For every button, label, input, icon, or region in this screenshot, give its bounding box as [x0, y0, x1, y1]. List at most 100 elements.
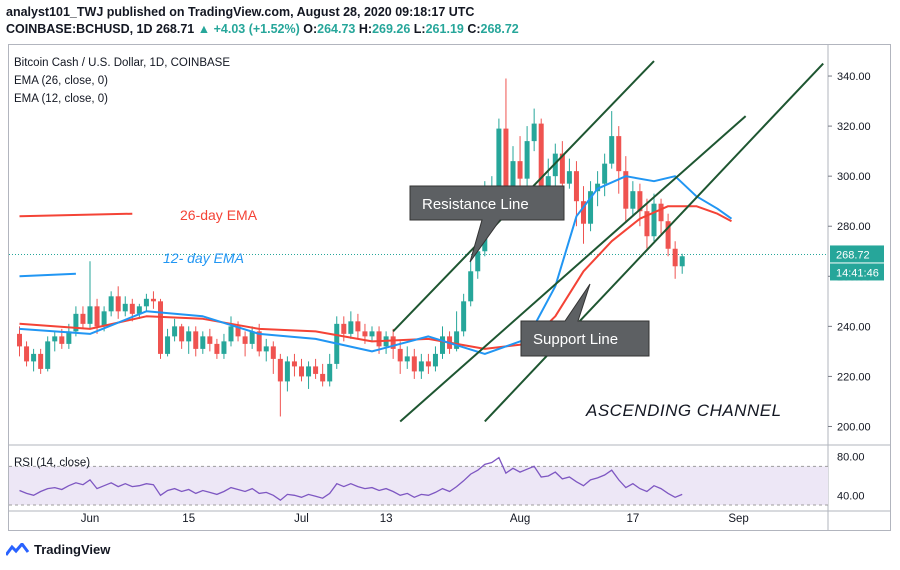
- candle: [122, 296, 128, 317]
- ema12-marker-line: [19, 272, 76, 278]
- candle-body: [672, 248, 678, 267]
- candle: [313, 358, 319, 379]
- candle-body: [573, 171, 579, 202]
- candle-body: [468, 271, 474, 302]
- candle-body: [531, 123, 537, 142]
- candle: [80, 306, 86, 329]
- candle: [588, 181, 594, 232]
- candle-body: [461, 301, 467, 332]
- candle-body: [38, 353, 44, 369]
- candle-body: [207, 336, 213, 344]
- price-tick-label: 220.00: [837, 371, 871, 383]
- candle-body: [235, 326, 241, 337]
- candle: [249, 326, 255, 349]
- candle-body: [320, 373, 326, 382]
- last-price: 268.71: [156, 22, 195, 36]
- candle: [651, 193, 657, 242]
- candle: [355, 313, 361, 339]
- candle: [672, 241, 678, 279]
- chart-frame[interactable]: [8, 44, 891, 531]
- close-value: 268.72: [480, 22, 519, 36]
- low-label: L:: [413, 22, 426, 36]
- high-value: 269.26: [372, 22, 411, 36]
- candle-body: [263, 346, 269, 352]
- support-trendline: [399, 115, 747, 423]
- candle: [404, 346, 410, 369]
- candle-body: [284, 361, 290, 382]
- candle: [425, 353, 431, 374]
- candle-body: [517, 161, 523, 179]
- resistance-callout: Resistance Line: [409, 185, 565, 263]
- candle-body: [256, 331, 262, 352]
- candle: [24, 341, 30, 367]
- candle-body: [581, 201, 586, 224]
- rsi-tick-label: 80.00: [837, 452, 865, 464]
- candle-body: [45, 341, 51, 369]
- low-value: 261.19: [425, 22, 464, 36]
- candle-body: [306, 366, 312, 377]
- publish-line: analyst101_TWJ published on TradingView.…: [6, 5, 475, 19]
- candle-body: [475, 251, 481, 272]
- tradingview-logo[interactable]: TradingView: [6, 542, 110, 557]
- price-tick-label: 280.00: [837, 221, 871, 233]
- candle-body: [390, 336, 396, 349]
- candle-body: [299, 366, 304, 377]
- rsi-tick-label: 40.00: [837, 490, 865, 502]
- candle-body: [66, 331, 72, 344]
- candle-body: [24, 346, 30, 362]
- candle: [609, 111, 615, 169]
- candle: [221, 333, 227, 359]
- candle: [17, 326, 22, 357]
- candle-body: [80, 313, 86, 324]
- candle: [623, 156, 629, 222]
- candle: [207, 328, 213, 352]
- tradingview-logo-icon: [6, 542, 30, 556]
- candle-body: [411, 356, 417, 372]
- price-badge-bg: [830, 245, 884, 263]
- candle-body: [623, 171, 629, 209]
- candle-body: [376, 331, 382, 347]
- rsi-band: [9, 466, 828, 505]
- price-badge: 268.72 14:41:46: [830, 245, 884, 281]
- candle-body: [651, 203, 657, 237]
- candle: [242, 331, 248, 357]
- candle: [214, 338, 220, 359]
- open-value: 264.73: [317, 22, 356, 36]
- candle: [52, 331, 58, 352]
- candle: [277, 353, 283, 417]
- candle-body: [186, 331, 192, 342]
- candle: [136, 303, 142, 319]
- price-tick-label: 320.00: [837, 121, 871, 133]
- candle-body: [496, 128, 502, 187]
- candle: [38, 348, 44, 374]
- rsi-line: [19, 456, 683, 502]
- time-tick-label: 15: [182, 513, 195, 525]
- candle-body: [242, 336, 248, 344]
- candle-body: [87, 306, 93, 324]
- ema26-annotation: 26-day EMA: [180, 207, 258, 223]
- candle-body: [52, 336, 58, 342]
- candle: [369, 326, 375, 342]
- support-callout: Support Line: [520, 283, 650, 357]
- candle: [432, 346, 438, 372]
- time-tick-label: Jul: [294, 513, 309, 525]
- candle: [566, 158, 572, 189]
- candle: [411, 348, 417, 379]
- time-tick-label: Sep: [728, 513, 748, 525]
- candle-body: [602, 163, 608, 184]
- candle-body: [31, 353, 37, 362]
- candle-body: [355, 321, 361, 332]
- price-tick-label: 200.00: [837, 421, 871, 433]
- candle-body: [616, 136, 622, 172]
- candle: [291, 353, 297, 377]
- candle: [228, 316, 234, 347]
- candle: [320, 363, 326, 387]
- candle: [665, 213, 671, 257]
- price-badge-value: 268.72: [836, 249, 870, 261]
- candle: [143, 293, 149, 312]
- candle-body: [59, 336, 65, 344]
- candle-body: [566, 171, 572, 184]
- ema12-annotation: 12- day EMA: [163, 250, 244, 266]
- candle-body: [630, 191, 636, 209]
